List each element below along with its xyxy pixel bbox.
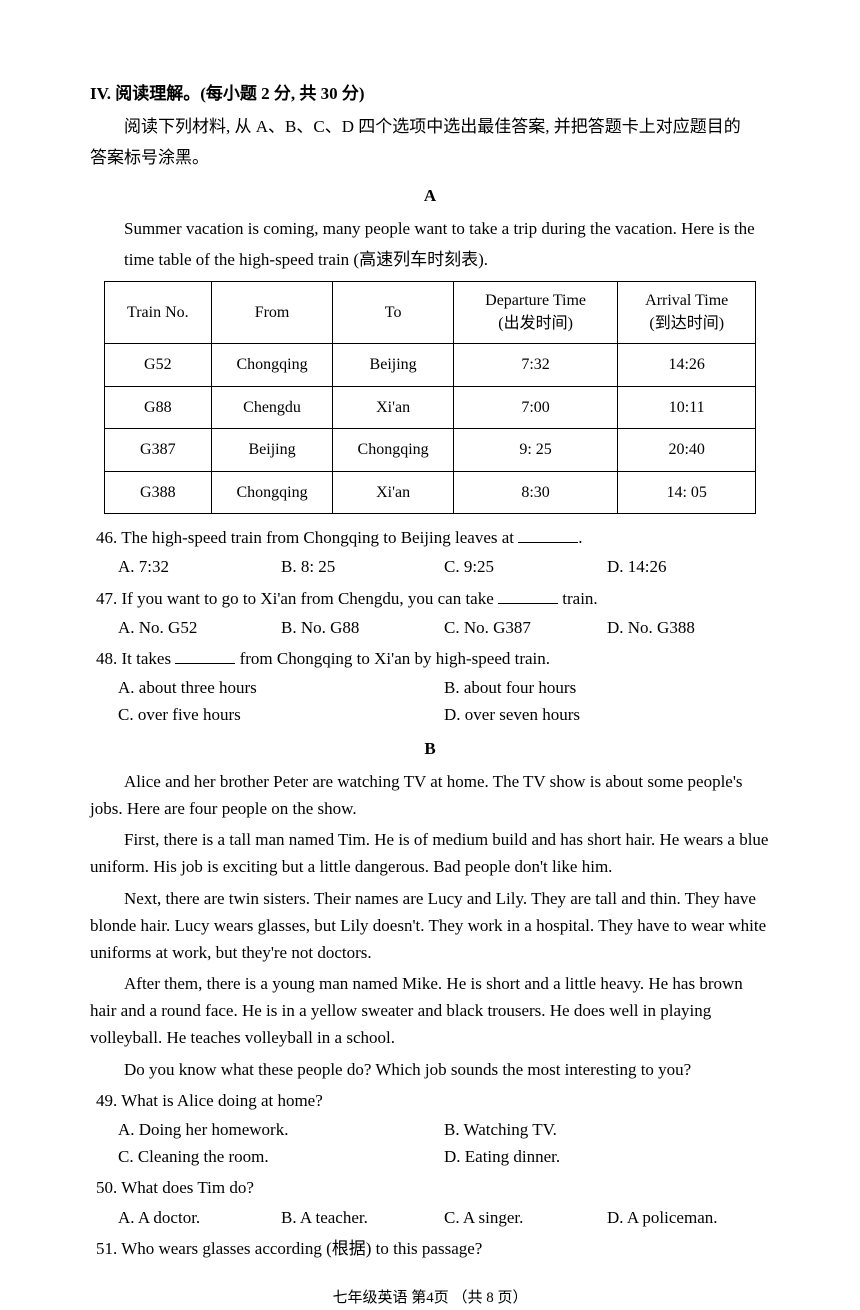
table-row: G88 Chengdu Xi'an 7:00 10:11 — [104, 386, 756, 429]
q46-opt-b[interactable]: B. 8: 25 — [281, 553, 444, 580]
q50-opt-c[interactable]: C. A singer. — [444, 1204, 607, 1231]
cell: G387 — [104, 429, 211, 472]
cell: 10:11 — [618, 386, 756, 429]
th-arrival-en: Arrival Time — [624, 290, 749, 312]
cell: Xi'an — [333, 471, 454, 514]
passage-a-label: A — [90, 182, 770, 209]
passage-b-label: B — [90, 735, 770, 762]
cell: 7:32 — [454, 343, 618, 386]
instruction-line2: 答案标号涂黑。 — [90, 144, 770, 171]
q46-options: A. 7:32 B. 8: 25 C. 9:25 D. 14:26 — [118, 553, 770, 580]
q48-options: A. about three hours B. about four hours… — [118, 674, 770, 728]
q51-stem: 51. Who wears glasses according (根据) to … — [96, 1235, 770, 1262]
cell: Chongqing — [212, 343, 333, 386]
cell: 8:30 — [454, 471, 618, 514]
instruction-line1: 阅读下列材料, 从 A、B、C、D 四个选项中选出最佳答案, 并把答题卡上对应题… — [90, 113, 770, 140]
q50-opt-d[interactable]: D. A policeman. — [607, 1204, 770, 1231]
section-title: IV. 阅读理解。(每小题 2 分, 共 30 分) — [90, 80, 770, 107]
q47-post: train. — [558, 589, 598, 608]
cell: Chongqing — [212, 471, 333, 514]
q49-opt-d[interactable]: D. Eating dinner. — [444, 1143, 770, 1170]
cell: G388 — [104, 471, 211, 514]
cell: Beijing — [333, 343, 454, 386]
q50-options: A. A doctor. B. A teacher. C. A singer. … — [118, 1204, 770, 1231]
th-train-no: Train No. — [104, 282, 211, 344]
q48-opt-b[interactable]: B. about four hours — [444, 674, 770, 701]
q47-options: A. No. G52 B. No. G88 C. No. G387 D. No.… — [118, 614, 770, 641]
q47-opt-d[interactable]: D. No. G388 — [607, 614, 770, 641]
blank — [498, 603, 558, 604]
q48-opt-d[interactable]: D. over seven hours — [444, 701, 770, 728]
th-arrival-cn: (到达时间) — [624, 313, 749, 335]
blank — [175, 663, 235, 664]
blank — [518, 542, 578, 543]
cell: Beijing — [212, 429, 333, 472]
th-departure-en: Departure Time — [460, 290, 611, 312]
cell: Chongqing — [333, 429, 454, 472]
q47-opt-a[interactable]: A. No. G52 — [118, 614, 281, 641]
table-row: G52 Chongqing Beijing 7:32 14:26 — [104, 343, 756, 386]
q50-opt-a[interactable]: A. A doctor. — [118, 1204, 281, 1231]
th-arrival: Arrival Time (到达时间) — [618, 282, 756, 344]
cell: 14:26 — [618, 343, 756, 386]
th-departure: Departure Time (出发时间) — [454, 282, 618, 344]
q49-opt-c[interactable]: C. Cleaning the room. — [118, 1143, 444, 1170]
table-row: G387 Beijing Chongqing 9: 25 20:40 — [104, 429, 756, 472]
q48-post: from Chongqing to Xi'an by high-speed tr… — [235, 649, 550, 668]
cell: Chengdu — [212, 386, 333, 429]
q49-opt-b[interactable]: B. Watching TV. — [444, 1116, 770, 1143]
passage-b-p3: Next, there are twin sisters. Their name… — [90, 885, 770, 967]
q48-opt-c[interactable]: C. over five hours — [118, 701, 444, 728]
th-from: From — [212, 282, 333, 344]
q48-pre: 48. It takes — [96, 649, 175, 668]
cell: G52 — [104, 343, 211, 386]
train-table: Train No. From To Departure Time (出发时间) … — [104, 281, 757, 514]
th-to: To — [333, 282, 454, 344]
q47-pre: 47. If you want to go to Xi'an from Chen… — [96, 589, 498, 608]
q47-stem: 47. If you want to go to Xi'an from Chen… — [96, 585, 770, 612]
cell: 20:40 — [618, 429, 756, 472]
passage-b-p5: Do you know what these people do? Which … — [90, 1056, 770, 1083]
q47-opt-b[interactable]: B. No. G88 — [281, 614, 444, 641]
table-header-row: Train No. From To Departure Time (出发时间) … — [104, 282, 756, 344]
q49-stem: 49. What is Alice doing at home? — [96, 1087, 770, 1114]
passage-b-p4: After them, there is a young man named M… — [90, 970, 770, 1052]
table-row: G388 Chongqing Xi'an 8:30 14: 05 — [104, 471, 756, 514]
passage-b-p2: First, there is a tall man named Tim. He… — [90, 826, 770, 880]
cell: Xi'an — [333, 386, 454, 429]
passage-b-p1: Alice and her brother Peter are watching… — [90, 768, 770, 822]
q46-opt-d[interactable]: D. 14:26 — [607, 553, 770, 580]
cell: 14: 05 — [618, 471, 756, 514]
q46-opt-a[interactable]: A. 7:32 — [118, 553, 281, 580]
cell: 9: 25 — [454, 429, 618, 472]
cell: G88 — [104, 386, 211, 429]
th-departure-cn: (出发时间) — [460, 313, 611, 335]
passage-a-para2: time table of the high-speed train (高速列车… — [90, 246, 770, 273]
q47-opt-c[interactable]: C. No. G387 — [444, 614, 607, 641]
passage-a-para1: Summer vacation is coming, many people w… — [90, 215, 770, 242]
q46-post: . — [578, 528, 582, 547]
q48-stem: 48. It takes from Chongqing to Xi'an by … — [96, 645, 770, 672]
q50-opt-b[interactable]: B. A teacher. — [281, 1204, 444, 1231]
q49-opt-a[interactable]: A. Doing her homework. — [118, 1116, 444, 1143]
q46-stem: 46. The high-speed train from Chongqing … — [96, 524, 770, 551]
page-footer: 七年级英语 第4页 （共 8 页） — [90, 1286, 770, 1310]
q50-stem: 50. What does Tim do? — [96, 1174, 770, 1201]
q49-options: A. Doing her homework. B. Watching TV. C… — [118, 1116, 770, 1170]
q46-opt-c[interactable]: C. 9:25 — [444, 553, 607, 580]
q46-pre: 46. The high-speed train from Chongqing … — [96, 528, 518, 547]
cell: 7:00 — [454, 386, 618, 429]
q48-opt-a[interactable]: A. about three hours — [118, 674, 444, 701]
